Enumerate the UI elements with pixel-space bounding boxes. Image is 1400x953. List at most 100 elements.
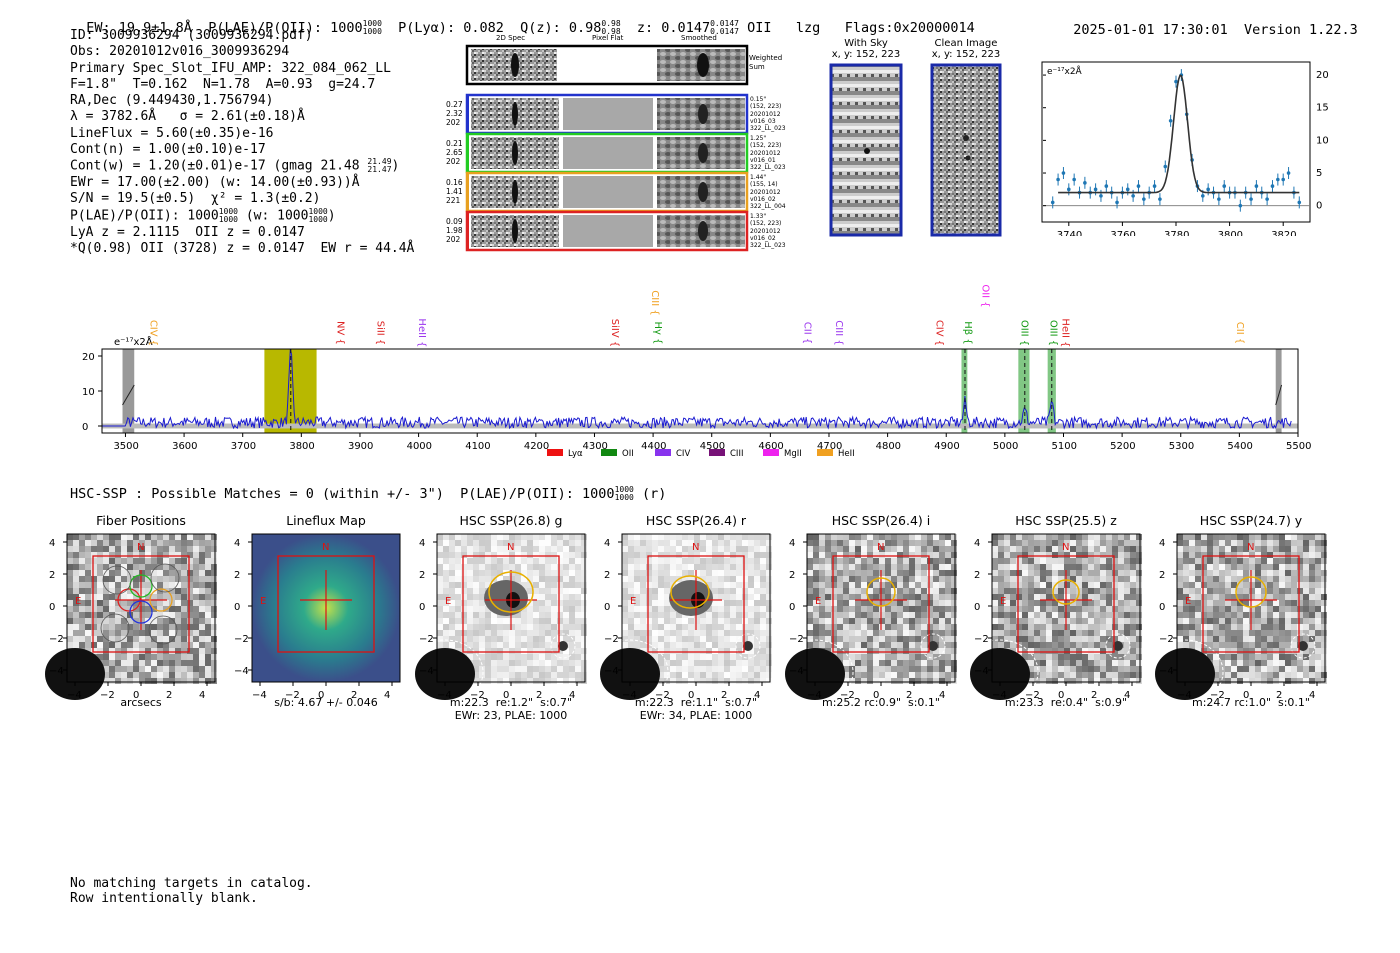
panel-title: HSC SSP(24.7) y — [1199, 513, 1303, 528]
source-ellipse — [1052, 579, 1080, 605]
panel-xtick: 4 — [1309, 690, 1315, 701]
spectrum-xtick: 4600 — [758, 441, 783, 452]
panel-ytick: 2 — [789, 570, 795, 581]
panel-xtick: −4 — [992, 690, 1007, 701]
panel-ytick: 4 — [419, 538, 425, 549]
info-id: ID: 3009936294 (3009936294.pdf) — [70, 28, 313, 43]
panel-xtick: 2 — [351, 690, 357, 701]
aperture-box — [1202, 555, 1300, 653]
line-highlight-band — [961, 349, 968, 433]
zoom-point — [1297, 200, 1302, 205]
header-plae-lo: 1000 — [362, 27, 382, 36]
row-color-bar — [466, 212, 469, 250]
spectrum-xtick: 3700 — [231, 441, 256, 452]
legend-label: CIII — [730, 449, 743, 459]
panel-image: N E 4 2 0 −2 −4 −4 −2 0 2 4 — [779, 533, 957, 705]
spec2d-panel — [465, 44, 749, 252]
panel-title: Fiber Positions — [96, 513, 186, 528]
spectrum-xtick: 4800 — [876, 441, 901, 452]
source-ellipse — [670, 575, 710, 609]
spectrum-xtick: 5300 — [1169, 441, 1194, 452]
panel-xtick: 2 — [721, 690, 727, 701]
panel-ytick: 2 — [604, 570, 610, 581]
zoom-spectrum-chart: e⁻¹⁷x2Å 20 15 10 5 0 3740 3760 3780 3800 3820 — [1041, 61, 1329, 236]
panel-ytick: 2 — [1159, 570, 1165, 581]
panel-ytick: −2 — [604, 634, 619, 645]
spec2d-col-label: Smoothed — [681, 34, 717, 42]
legend-swatch — [763, 449, 779, 456]
panel-image: N E 4 2 0 −2 −4 −4 −2 0 2 4 — [964, 533, 1142, 705]
zoom-point — [1131, 194, 1135, 198]
panel-ytick: 0 — [789, 602, 795, 613]
zoom-point — [1093, 187, 1098, 192]
panel-ytick: 4 — [234, 538, 240, 549]
row-smoothed-spot — [698, 143, 708, 163]
zoom-xtick: 3800 — [1218, 230, 1243, 236]
panel-image: N E 4 2 0 −2 −4 −4 −2 0 2 4 — [234, 533, 401, 701]
compass-east: E — [1000, 596, 1006, 607]
panel-ytick: 4 — [604, 538, 610, 549]
panel-ytick: −2 — [234, 634, 249, 645]
header-z-line: OII — [747, 20, 772, 36]
spectrum-xtick: 4100 — [465, 441, 490, 452]
row-pixel-flat — [563, 215, 653, 247]
header-plae-hi: 1000 — [362, 19, 382, 28]
info-sn: S/N = 19.5(±0.5) χ² = 1.3(±0.2) — [70, 191, 321, 207]
info-lambda: λ = 3782.6Å σ = 2.61(±0.18)Å — [70, 109, 305, 125]
info-contn: Cont(n) = 1.00(±0.10)e-17 — [70, 142, 266, 158]
clean-title-text: Clean Image — [934, 38, 998, 49]
row-emission-spot — [512, 141, 518, 165]
panel-xtick: −2 — [1025, 690, 1040, 701]
panel-ytick: 0 — [419, 602, 425, 613]
clean-xy: x, y: 152, 223 — [931, 49, 1001, 60]
compass-north: N — [877, 542, 884, 553]
panel-ytick: −2 — [419, 634, 434, 645]
info-obs: Obs: 20201012v016_3009936294 — [70, 44, 290, 60]
legend-swatch — [709, 449, 725, 456]
header-z-hi: 0.0147 — [710, 19, 739, 28]
panel-xtick: 4 — [569, 690, 575, 701]
compass-north: N — [1247, 542, 1254, 553]
spectrum-xtick: 4200 — [524, 441, 549, 452]
spectrum-ytick: 0 — [82, 422, 88, 433]
compass-east: E — [260, 596, 266, 607]
header-ew: EW: 19.9±1.8Å — [86, 20, 192, 36]
info-lya: LyA z = 2.1115 OII z = 0.0147 — [70, 224, 305, 240]
detection-info: ID: 3009936294 (3009936294.pdf) Obs: 202… — [70, 28, 414, 257]
with-sky-image — [829, 63, 903, 237]
spectrum-trace — [102, 349, 1292, 430]
aperture-box — [647, 555, 745, 653]
line-highlight-band — [1018, 349, 1030, 433]
zoom-point — [1072, 177, 1076, 182]
panel-ytick: 2 — [49, 570, 55, 581]
info-contw-lo: 21.47 — [367, 165, 392, 175]
panel-ytick: −2 — [789, 634, 804, 645]
panel-xtick: 2 — [536, 690, 542, 701]
zoom-point — [1270, 184, 1275, 188]
row-color-bar — [466, 173, 469, 211]
emission-line-label: OIII { — [1048, 320, 1059, 346]
panel-xtick: 4 — [199, 690, 205, 701]
info-contw-hi: 21.49 — [367, 157, 392, 167]
panel-xtick: 2 — [1091, 690, 1097, 701]
row-color-bar — [466, 134, 469, 172]
emission-line-label: Hγ { — [652, 322, 663, 345]
panel-xtick: 4 — [384, 690, 390, 701]
spectrum-xtick: 5500 — [1286, 441, 1311, 452]
footer-line1: No matching targets in catalog. — [70, 876, 313, 891]
zoom-ytick: 5 — [1316, 168, 1322, 179]
row-right-label: 1.44" (155, 14) 20201012 v016_02 322_LL_004 — [750, 174, 786, 211]
spectrum-xtick: 4500 — [700, 441, 725, 452]
zoom-point — [1217, 197, 1221, 201]
panel-caption: m:23.3 re:0.4" s:0.9" — [1004, 696, 1128, 709]
weighted-emission-spot — [511, 53, 519, 77]
hsc-summary-band: (r) — [641, 486, 667, 502]
compass-east: E — [75, 596, 81, 607]
noise-band — [102, 423, 1298, 429]
spec2d-column-labels: 2D Spec Pixel Flat Smoothed — [466, 34, 748, 42]
emission-line-label: CIV { — [148, 320, 159, 346]
panel-ytick: 2 — [974, 570, 980, 581]
row-left-label: 0.27 2.32 202 — [446, 100, 463, 127]
row-smoothed-spot — [698, 104, 708, 124]
spectrum-xtick: 5100 — [1051, 441, 1076, 452]
